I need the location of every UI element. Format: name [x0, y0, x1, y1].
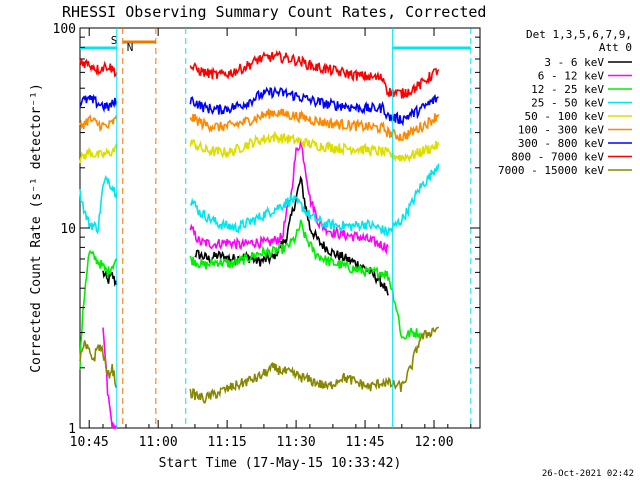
legend-label-6: 100 - 300 keV	[518, 124, 604, 137]
legend-label-7: 300 - 800 keV	[518, 137, 604, 150]
night-flag-label: N	[127, 41, 134, 54]
chart-title: RHESSI Observing Summary Count Rates, Co…	[62, 3, 486, 21]
legend-title-line-2: Att 0	[599, 41, 632, 54]
series-line-5-segment-1	[79, 142, 118, 164]
legend-title-line-1: Det 1,3,5,6,7,9,	[526, 28, 632, 41]
legend-label-5: 50 - 100 keV	[525, 110, 605, 123]
series-line-6-segment-1	[79, 113, 118, 132]
series-line-1-segment-2	[194, 175, 389, 296]
series-line-8-segment-1	[79, 57, 118, 78]
series-line-1-segment-1	[102, 270, 118, 287]
y-tick-label-3: 100	[53, 22, 76, 37]
series-line-3-segment-2	[189, 219, 421, 341]
x-tick-label-1: 10:45	[70, 435, 109, 450]
legend-label-9: 7000 - 15000 keV	[498, 164, 604, 177]
saa-flag-label: S	[111, 34, 118, 47]
series-line-9-segment-2	[189, 326, 440, 404]
x-tick-label-3: 11:15	[208, 435, 247, 450]
x-tick-label-2: 11:00	[139, 435, 178, 450]
plot-area: SN 10:45 11:00 11:15 11:30 11:45 12:00 1 10 100	[53, 22, 481, 450]
series-line-7-segment-2	[189, 85, 439, 127]
series-line-3-segment-1	[79, 249, 118, 370]
legend-label-3: 12 - 25 keV	[531, 83, 604, 96]
series-line-7-segment-1	[79, 93, 118, 113]
series-line-5-segment-2	[189, 130, 440, 164]
series-line-4-segment-1	[79, 174, 118, 235]
y-tick-label-1: 1	[68, 422, 76, 437]
series-line-4-segment-2	[189, 163, 440, 238]
y-axis-label: Corrected Count Rate (s⁻¹ detector⁻¹)	[29, 83, 44, 373]
y-tick-label-2: 10	[60, 222, 76, 237]
series-layer	[79, 49, 440, 430]
legend-label-8: 800 - 7000 keV	[511, 151, 604, 164]
series-line-9-segment-1	[79, 340, 117, 388]
x-tick-label-4: 11:30	[277, 435, 316, 450]
legend-label-1: 3 - 6 keV	[544, 56, 604, 69]
x-axis-ticks: 10:45 11:00 11:15 11:30 11:45 12:00	[70, 28, 472, 450]
series-line-2-segment-2	[189, 140, 389, 256]
legend-label-4: 25 - 50 keV	[531, 97, 604, 110]
timestamp: 26-Oct-2021 02:42	[542, 469, 634, 479]
y-axis-ticks: 1 10 100	[53, 22, 480, 437]
series-line-8-segment-2	[189, 49, 440, 99]
series-line-6-segment-2	[189, 108, 440, 142]
x-tick-label-6: 12:00	[414, 435, 453, 450]
legend-label-2: 6 - 12 keV	[538, 70, 605, 83]
x-axis-label: Start Time (17-May-15 10:33:42)	[159, 456, 402, 471]
x-tick-label-5: 11:45	[345, 435, 384, 450]
